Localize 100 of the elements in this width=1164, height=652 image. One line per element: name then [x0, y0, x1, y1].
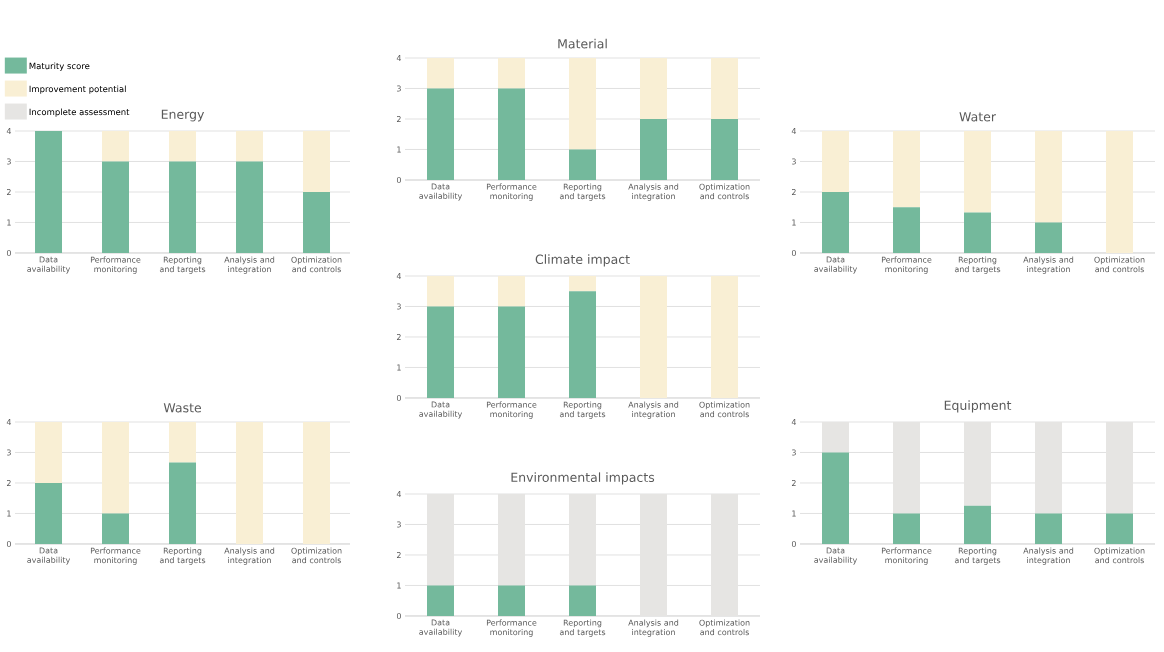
bar	[303, 191, 331, 253]
legend-label: Improvement potential	[29, 85, 126, 94]
bar	[35, 482, 63, 544]
bar	[498, 57, 526, 89]
x-tick-label: Performance monitoring	[486, 619, 537, 637]
bar	[822, 191, 850, 253]
bar	[169, 421, 197, 463]
bar	[35, 130, 63, 253]
bar	[569, 149, 596, 180]
y-tick-label: 1	[792, 510, 796, 517]
y-tick-label: 1	[7, 219, 11, 226]
bar	[427, 306, 455, 398]
bar	[169, 130, 197, 162]
bar	[498, 275, 526, 307]
x-tick-label: Data availability	[814, 547, 858, 565]
y-tick-label: 1	[397, 364, 401, 371]
chart-title: Energy	[161, 109, 205, 122]
y-tick-label: 2	[791, 189, 796, 195]
x-tick-label: Analysis and integration	[628, 183, 679, 201]
x-tick-label: Data availability	[27, 256, 71, 274]
x-tick-label: Data availability	[419, 401, 463, 419]
x-tick-label: Analysis and integration	[224, 256, 275, 274]
chart-title: Water	[959, 112, 996, 122]
y-tick-label: 4	[396, 55, 402, 61]
bar	[102, 130, 130, 162]
bar	[1106, 421, 1133, 514]
x-tick-label: Optimization and controls	[1094, 547, 1145, 564]
y-tick-label: 4	[791, 419, 797, 425]
bar	[236, 130, 264, 162]
bar	[1106, 513, 1133, 544]
bar	[1035, 421, 1062, 514]
x-tick-label: Reporting and targets	[954, 547, 1001, 565]
y-tick-label: 2	[396, 334, 401, 340]
y-tick-label: 4	[6, 419, 12, 425]
bar	[303, 130, 331, 192]
bar	[1035, 130, 1062, 223]
bar	[427, 275, 455, 307]
chart-title: Waste	[163, 403, 202, 413]
y-tick-label: 3	[7, 449, 11, 456]
bar	[1106, 130, 1133, 253]
y-tick-label: 3	[792, 158, 796, 165]
bar	[822, 130, 850, 192]
bar	[964, 421, 991, 506]
x-tick-label: Optimization and controls	[291, 547, 342, 564]
bar	[236, 161, 264, 253]
bar	[822, 421, 850, 453]
y-tick-label: 0	[6, 540, 11, 547]
bar	[1035, 222, 1062, 253]
bar	[498, 306, 526, 398]
x-tick-label: Performance monitoring	[881, 256, 932, 274]
bar	[640, 57, 667, 119]
bar	[569, 275, 596, 292]
chart-title: Equipment	[944, 400, 1012, 413]
bar	[893, 207, 921, 253]
y-tick-label: 2	[6, 480, 11, 486]
x-tick-label: Data availability	[419, 619, 463, 637]
x-tick-label: Performance monitoring	[486, 183, 537, 201]
x-tick-label: Performance monitoring	[486, 401, 537, 419]
bar	[964, 505, 991, 544]
y-tick-label: 3	[397, 521, 401, 528]
y-tick-label: 0	[791, 540, 796, 547]
bar	[102, 161, 130, 253]
bar	[102, 421, 130, 514]
x-tick-label: Reporting and targets	[954, 256, 1001, 274]
y-tick-label: 1	[397, 582, 401, 589]
bar	[102, 513, 130, 544]
x-tick-label: Performance monitoring	[90, 256, 141, 274]
bar	[569, 57, 596, 150]
y-tick-label: 2	[396, 552, 401, 558]
legend-label: Maturity score	[29, 62, 90, 71]
x-tick-label: Reporting and targets	[559, 619, 606, 637]
bar	[169, 161, 197, 253]
y-tick-label: 4	[6, 128, 12, 134]
bar	[893, 130, 921, 208]
chart-title: Environmental impacts	[511, 472, 655, 485]
x-tick-label: Reporting and targets	[559, 183, 606, 201]
x-tick-label: Performance monitoring	[881, 547, 932, 565]
bar	[427, 88, 455, 180]
bar	[35, 421, 63, 483]
y-tick-label: 0	[396, 394, 401, 401]
bar	[427, 57, 455, 89]
bar	[1035, 513, 1062, 544]
bar	[169, 462, 197, 544]
x-tick-label: Performance monitoring	[90, 547, 141, 565]
chart-title: Climate impact	[535, 254, 630, 267]
bar	[303, 421, 331, 544]
x-tick-label: Optimization and controls	[291, 256, 342, 273]
x-tick-label: Analysis and integration	[1023, 547, 1074, 565]
y-tick-label: 3	[397, 303, 401, 310]
x-tick-label: Optimization and controls	[699, 183, 750, 200]
y-tick-label: 0	[791, 249, 796, 257]
x-tick-label: Optimization and controls	[699, 401, 750, 418]
y-tick-label: 3	[7, 158, 11, 165]
y-tick-label: 4	[791, 128, 797, 134]
x-tick-label: Data availability	[27, 547, 71, 565]
x-tick-label: Data availability	[419, 183, 463, 201]
bar	[711, 57, 739, 119]
legend-label: Incomplete assessment	[29, 108, 130, 117]
bar	[569, 291, 596, 398]
y-tick-label: 4	[396, 491, 402, 497]
